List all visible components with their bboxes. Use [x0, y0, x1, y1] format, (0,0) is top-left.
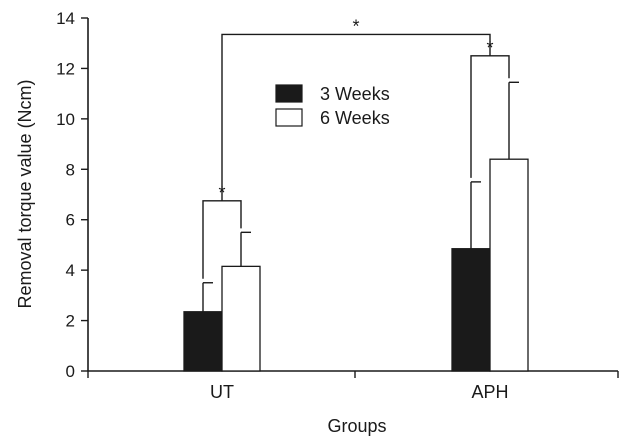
legend-label-3-weeks: 3 Weeks [320, 84, 390, 104]
legend-swatch-6-weeks [275, 108, 303, 127]
x-axis-title: Groups [327, 416, 386, 436]
y-ticks: 0 2 4 6 8 10 12 14 [56, 9, 88, 381]
bar-ut-6-weeks [221, 265, 261, 372]
y-tick-label-2: 2 [66, 312, 75, 331]
y-tick-label-8: 8 [66, 160, 75, 179]
bar-aph-3-weeks [451, 248, 491, 372]
y-tick-label-12: 12 [56, 59, 75, 78]
sig-bracket-ut [202, 200, 242, 279]
error-bars [202, 81, 519, 312]
bar-ut-3-weeks [183, 311, 223, 372]
y-tick-label-14: 14 [56, 9, 75, 28]
y-tick-label-10: 10 [56, 110, 75, 129]
legend: 3 Weeks 6 Weeks [275, 84, 390, 128]
y-tick-label-0: 0 [66, 362, 75, 381]
y-tick-label-4: 4 [66, 261, 75, 280]
sig-bracket-groups-star: * [352, 16, 359, 36]
sig-bracket-groups [221, 33, 491, 201]
significance-brackets: *** [202, 16, 510, 279]
y-tick-label-6: 6 [66, 211, 75, 230]
category-labels: UT APH [210, 382, 509, 402]
bar-aph-6-weeks [489, 158, 529, 372]
bars [183, 158, 529, 372]
axes [87, 18, 619, 378]
legend-label-6-weeks: 6 Weeks [320, 108, 390, 128]
y-axis-title: Removal torque value (Ncm) [15, 79, 35, 308]
category-label-aph: APH [471, 382, 508, 402]
legend-swatch-3-weeks [275, 84, 303, 103]
category-label-ut: UT [210, 382, 234, 402]
